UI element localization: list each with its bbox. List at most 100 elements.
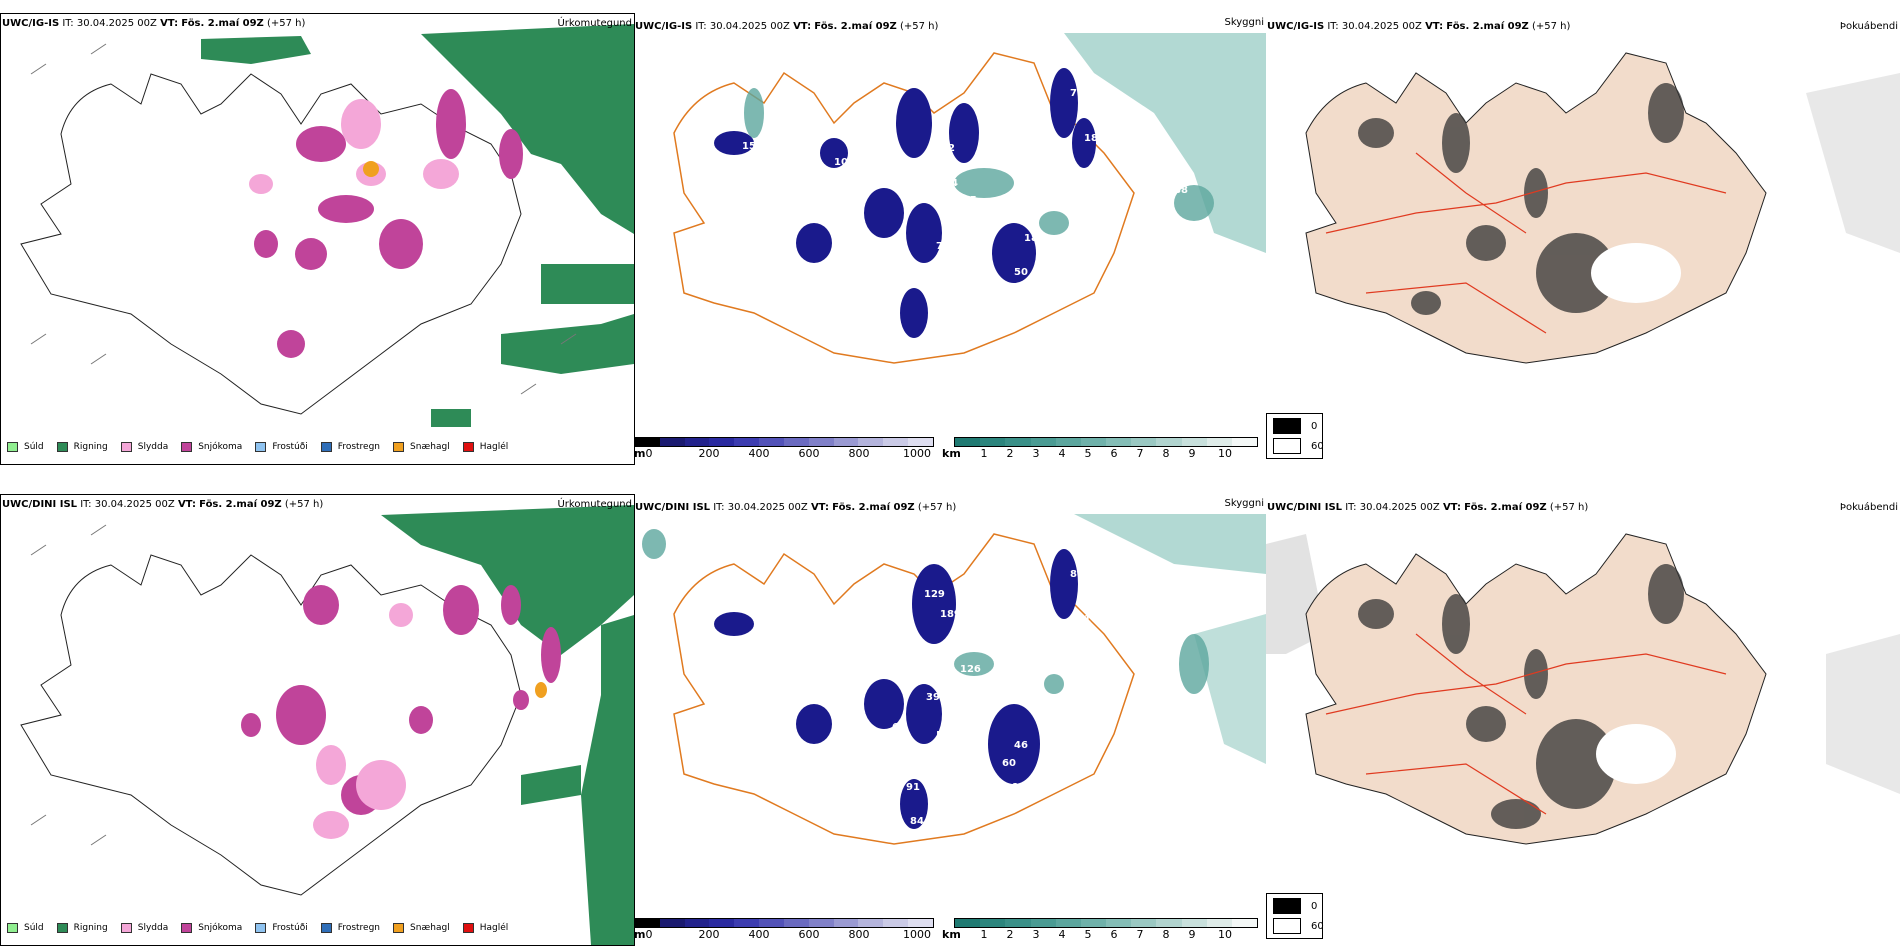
- cloud-label: 126: [960, 664, 981, 675]
- cloud-label: 54: [904, 888, 918, 899]
- tick-label: 10: [1218, 447, 1232, 460]
- height-unit: m: [634, 928, 646, 941]
- cloud-label: 14: [944, 178, 958, 189]
- tick-label: 2: [1006, 447, 1014, 460]
- legend-item: Snæhagl: [393, 442, 450, 452]
- legend-item: Frostúði: [255, 923, 308, 933]
- fog-map-top: [1305, 52, 1900, 364]
- cloud-label: 88: [1174, 185, 1188, 196]
- precip-header-bottom: UWC/DINI ISL IT: 30.04.2025 00Z VT: Fös.…: [2, 499, 324, 510]
- tick-label: 3: [1032, 447, 1040, 460]
- height-colorbar-cells: [634, 437, 934, 447]
- tick-label: 4: [1058, 928, 1066, 941]
- tick-label: 7: [1136, 447, 1144, 460]
- fog-header-bottom: UWC/DINI ISL IT: 30.04.2025 00Z VT: Fös.…: [1267, 502, 1589, 513]
- tick-label: 9: [1188, 447, 1196, 460]
- cloud-label: 73: [936, 241, 950, 252]
- tick-label: 800: [848, 447, 870, 460]
- height-colorbar-top: 0 200 400 600 800 1000: [634, 437, 934, 460]
- legend-item: Snjókoma: [181, 442, 242, 452]
- tick-label: 8: [1162, 928, 1170, 941]
- tick-label: 2: [1006, 928, 1014, 941]
- tick-label: 1: [980, 928, 988, 941]
- cloud-label: 59: [936, 730, 950, 741]
- cloud-label: 61: [906, 365, 920, 376]
- precip-title-top: Úrkomutegund: [557, 18, 632, 29]
- tick-label: 6: [1110, 928, 1118, 941]
- cloud-label: 75: [1070, 88, 1084, 99]
- visibility-map-bottom: [642, 514, 1266, 845]
- visibility-title-top: Skyggni: [1224, 17, 1264, 28]
- cloud-label: 168: [1084, 614, 1105, 625]
- legend-item: Haglél: [462, 923, 508, 933]
- legend-item: Súld: [7, 442, 44, 452]
- cloud-label: 398: [926, 692, 947, 703]
- legend-item: Slydda: [120, 923, 168, 933]
- cloud-label: 87: [926, 746, 940, 757]
- precip-type-panel-bottom: UWC/DINI ISL IT: 30.04.2025 00Z VT: Fös.…: [0, 494, 635, 946]
- tick-label: 1000: [903, 447, 931, 460]
- cloud-label: 43: [1139, 151, 1153, 162]
- visibility-unit: km: [942, 447, 961, 460]
- precip-header-top: UWC/IG-IS IT: 30.04.2025 00Z VT: Fös. 2.…: [2, 18, 306, 29]
- cloud-label: 189: [1024, 233, 1045, 244]
- tick-label: 7: [1136, 928, 1144, 941]
- cloud-label: 125: [956, 195, 977, 206]
- tick-label: 10: [1218, 928, 1232, 941]
- visibility-colorbar-top: 1 2 3 4 5 6 7 8 9 10: [954, 437, 1258, 460]
- cloud-label: 144: [924, 275, 945, 286]
- tick-label: 5: [1084, 447, 1092, 460]
- legend-item: Snjókoma: [181, 923, 242, 933]
- legend-item: Frostregn: [320, 442, 380, 452]
- legend-item: Haglél: [462, 442, 508, 452]
- tick-label: 9: [1188, 928, 1196, 941]
- legend-item: Súld: [7, 923, 44, 933]
- tick-label: 0: [645, 928, 653, 941]
- cloud-label: 57: [906, 383, 920, 394]
- tick-label: 1000: [903, 928, 931, 941]
- tick-label: 200: [698, 447, 720, 460]
- fog-title-bottom: Þokuábendi: [1839, 502, 1898, 513]
- cloud-label: 106: [764, 141, 785, 152]
- cloud-label: 151: [742, 141, 763, 152]
- visibility-header-top: UWC/IG-IS IT: 30.04.2025 00Z VT: Fös. 2.…: [635, 21, 939, 32]
- tick-label: 800: [848, 928, 870, 941]
- cloud-label: 59: [910, 870, 924, 881]
- visibility-panel-top: UWC/IG-IS IT: 30.04.2025 00Z VT: Fös. 2.…: [634, 13, 1266, 463]
- visibility-header-bottom: UWC/DINI ISL IT: 30.04.2025 00Z VT: Fös.…: [635, 502, 957, 513]
- visibility-map-top: [673, 33, 1266, 364]
- height-unit: m: [634, 447, 646, 460]
- precip-type-panel-top: UWC/IG-IS IT: 30.04.2025 00Z VT: Fös. 2.…: [0, 13, 635, 465]
- tick-label: 400: [748, 447, 770, 460]
- cloud-label: 63: [930, 886, 944, 897]
- cloud-label: 84: [910, 816, 924, 827]
- visibility-panel-bottom: UWC/DINI ISL IT: 30.04.2025 00Z VT: Fös.…: [634, 494, 1266, 944]
- cloud-label: 46: [1014, 740, 1028, 751]
- tick-label: 600: [798, 928, 820, 941]
- cloud-labels-bottom: 81 168 129 189 90 126 398 60 59 87 72 91…: [634, 514, 1266, 924]
- cloud-label: 72: [866, 740, 880, 751]
- visibility-title-bottom: Skyggni: [1224, 498, 1264, 509]
- cloud-label: 66: [912, 341, 926, 352]
- cloud-label: 129: [924, 589, 945, 600]
- legend-item: Frostregn: [320, 923, 380, 933]
- legend-item: Rigning: [56, 442, 108, 452]
- cloud-label: 65: [906, 844, 920, 855]
- tick-label: 1: [980, 447, 988, 460]
- tick-label: 4: [1058, 447, 1066, 460]
- fog-panel-bottom: UWC/DINI ISL IT: 30.04.2025 00Z VT: Fös.…: [1266, 494, 1900, 944]
- cloud-label: 11: [1012, 782, 1026, 793]
- visibility-colorbar-cells: [954, 437, 1258, 447]
- fog-legend-top: 0 60: [1266, 413, 1324, 459]
- tick-label: 8: [1162, 447, 1170, 460]
- visibility-colorbar-cells: [954, 918, 1258, 928]
- fog-legend-label: 60: [1311, 440, 1324, 452]
- precip-map-bottom: [20, 505, 634, 945]
- cloud-label: 72: [941, 143, 955, 154]
- legend-item: Frostúði: [255, 442, 308, 452]
- legend-item: Rigning: [56, 923, 108, 933]
- fog-legend-bottom: 0 60: [1266, 893, 1324, 939]
- height-colorbar-bottom: 0 200 400 600 800 1000: [634, 918, 934, 941]
- cloud-label: 81: [1070, 569, 1084, 580]
- tick-label: 400: [748, 928, 770, 941]
